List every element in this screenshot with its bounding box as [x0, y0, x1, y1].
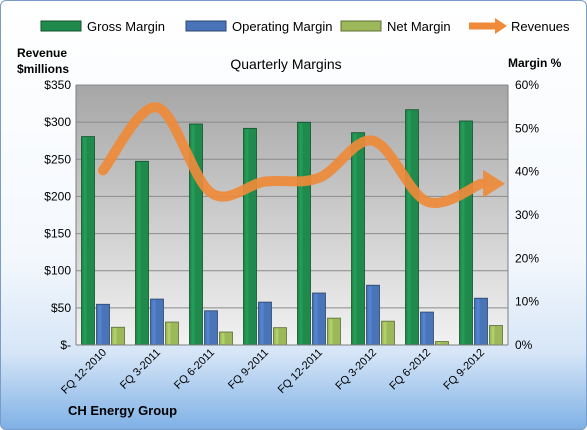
legend-item: Revenues: [469, 18, 570, 34]
x-tick-label: FQ 6-2011: [172, 347, 217, 392]
bar-operating-margin: [96, 303, 110, 346]
company-name: CH Energy Group: [68, 403, 177, 418]
x-tick-label: FQ 9-2011: [226, 347, 271, 392]
left-tick-label: $250: [44, 152, 71, 166]
left-tick-label: $150: [44, 227, 71, 241]
bar-operating-margin: [474, 297, 488, 346]
bar-gross-margin: [243, 127, 257, 346]
right-tick-label: 40%: [515, 165, 539, 179]
bar-operating-margin: [312, 292, 326, 346]
right-tick-label: 30%: [515, 208, 539, 222]
x-tick-label: FQ 12-2011: [276, 347, 325, 396]
legend-label: Operating Margin: [232, 19, 332, 34]
bar-net-margin: [381, 320, 395, 346]
x-tick-label: FQ 3-2011: [118, 347, 163, 392]
right-tick-label: 10%: [515, 295, 539, 309]
bar-net-margin: [273, 327, 287, 346]
legend-item: Operating Margin: [185, 19, 332, 34]
legend-label: Gross Margin: [87, 19, 165, 34]
left-tick-label: $50: [51, 301, 71, 315]
legend-item: Gross Margin: [40, 19, 165, 34]
legend-swatch: [185, 20, 227, 32]
right-tick-label: 60%: [515, 78, 539, 92]
bar-net-margin: [165, 321, 179, 346]
bar-net-margin: [435, 341, 449, 346]
bar-net-margin: [111, 326, 125, 346]
x-tick-label: FQ 6-2012: [387, 347, 433, 393]
x-tick-label: FQ 12-2010: [59, 347, 109, 397]
left-tick-label: $350: [44, 78, 71, 92]
left-tick-label: $300: [44, 115, 71, 129]
legend-swatch: [40, 20, 82, 32]
right-tick-label: 20%: [515, 251, 539, 265]
legend: Gross Margin Operating Margin Net Margin Re…: [40, 18, 570, 34]
right-tick-label: 50%: [515, 121, 539, 135]
legend-label: Revenues: [511, 19, 570, 34]
right-tick-label: 0%: [515, 338, 533, 352]
bar-gross-margin: [351, 132, 365, 346]
x-tick-label: FQ 9-2012: [441, 347, 487, 393]
bar-gross-margin: [297, 121, 311, 346]
right-axis-label: Margin %: [508, 56, 562, 70]
bar-operating-margin: [150, 298, 164, 346]
bar-gross-margin: [81, 136, 95, 346]
left-tick-label: $100: [44, 264, 71, 278]
bar-operating-margin: [258, 301, 272, 346]
bar-net-margin: [219, 331, 233, 346]
bar-operating-margin: [420, 311, 434, 346]
bar-net-margin: [327, 317, 341, 346]
revenue-line: [98, 102, 486, 209]
chart-title: Quarterly Margins: [230, 56, 341, 72]
bar-gross-margin: [459, 120, 473, 346]
bar-net-margin: [489, 325, 503, 346]
left-tick-label: $200: [44, 189, 71, 203]
left-axis-label-line1: Revenue: [17, 46, 67, 60]
legend-label: Net Margin: [387, 19, 451, 34]
bar-operating-margin: [204, 310, 218, 346]
legend-swatch: [340, 20, 382, 32]
bar-operating-margin: [366, 284, 380, 346]
x-tick-label: FQ 3-2012: [333, 347, 379, 393]
revenue-arrowhead: [483, 169, 505, 198]
bar-gross-margin: [405, 109, 419, 346]
bar-gross-margin: [135, 160, 149, 346]
left-axis-label-line2: $millions: [17, 62, 69, 76]
legend-item: Net Margin: [340, 19, 451, 34]
left-tick-label: $-: [60, 338, 71, 352]
revenue-line-layer: [98, 102, 505, 209]
